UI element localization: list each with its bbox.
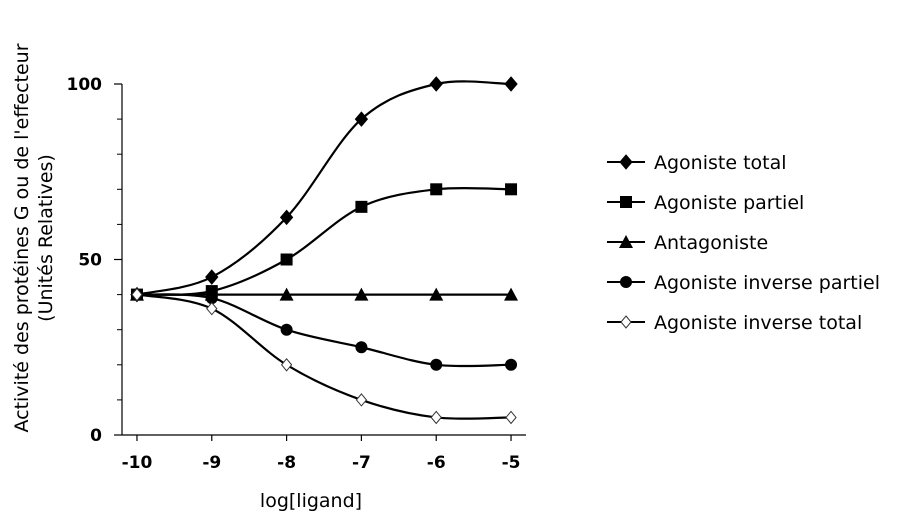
legend-marker	[620, 196, 632, 208]
x-tick-label: -7	[352, 453, 371, 473]
data-point	[505, 410, 517, 425]
data-point	[355, 341, 368, 354]
data-point	[279, 287, 294, 301]
legend-label: Agoniste inverse partiel	[654, 272, 880, 294]
x-tick-label: -6	[427, 453, 446, 473]
legend-entry: Antagoniste	[607, 232, 768, 254]
legend-entry: Agoniste inverse total	[607, 312, 862, 334]
y-tick-label: 100	[67, 75, 103, 95]
legend-label: Agoniste total	[654, 152, 787, 174]
data-point	[505, 183, 518, 196]
legend-marker	[619, 235, 633, 248]
data-point	[280, 358, 293, 372]
x-tick-label: -5	[502, 453, 521, 473]
data-point	[354, 287, 369, 301]
data-point	[430, 183, 443, 196]
data-point	[430, 410, 442, 425]
y-axis-title-line-2: (Unités Relatives)	[35, 154, 57, 322]
series-4	[130, 288, 518, 371]
series-line	[136, 293, 512, 420]
legend: Agoniste total Agoniste partiel Antagonist…	[607, 152, 880, 334]
data-point	[280, 323, 293, 336]
series-5	[131, 287, 517, 425]
legend-label: Agoniste inverse total	[654, 312, 862, 334]
data-point	[429, 287, 444, 301]
legend-marker	[619, 154, 633, 170]
data-point	[280, 253, 293, 266]
series-line	[136, 293, 512, 368]
y-tick-label: 0	[90, 426, 102, 446]
series-1	[130, 76, 518, 303]
legend-entry: Agoniste total	[607, 152, 787, 174]
series-group	[129, 76, 519, 425]
data-point	[131, 287, 143, 302]
x-tick-label: -8	[277, 453, 296, 473]
data-point	[354, 111, 369, 127]
data-point	[205, 292, 218, 305]
data-point	[430, 358, 443, 371]
legend-entry: Agoniste inverse partiel	[607, 272, 880, 294]
axes: 0 50 100 -10 -9 -8 -7 -6 -5	[67, 75, 526, 473]
data-point	[504, 287, 519, 301]
legend-label: Antagoniste	[654, 232, 768, 254]
series-line	[136, 186, 512, 296]
x-tick-label: -10	[122, 453, 153, 473]
legend-entry: Agoniste partiel	[607, 192, 804, 214]
x-tick-label: -9	[202, 453, 221, 473]
legend-marker	[620, 276, 632, 288]
data-point	[355, 200, 368, 213]
data-point	[429, 76, 443, 92]
data-point	[206, 301, 218, 316]
y-tick-label: 50	[78, 251, 102, 271]
legend-marker	[620, 315, 632, 329]
data-point	[504, 76, 518, 92]
series-2	[130, 183, 518, 301]
data-point	[355, 393, 368, 407]
x-axis-title: log[ligand]	[260, 490, 362, 512]
legend-label: Agoniste partiel	[654, 192, 804, 214]
y-axis-title-line-1: Activité des protéines G ou de l'effecte…	[11, 43, 33, 432]
data-point	[505, 358, 518, 371]
data-point	[205, 269, 219, 285]
data-point	[279, 209, 294, 226]
